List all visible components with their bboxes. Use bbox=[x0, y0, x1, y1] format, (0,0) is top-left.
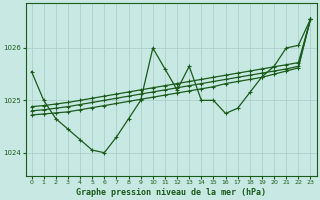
X-axis label: Graphe pression niveau de la mer (hPa): Graphe pression niveau de la mer (hPa) bbox=[76, 188, 266, 197]
